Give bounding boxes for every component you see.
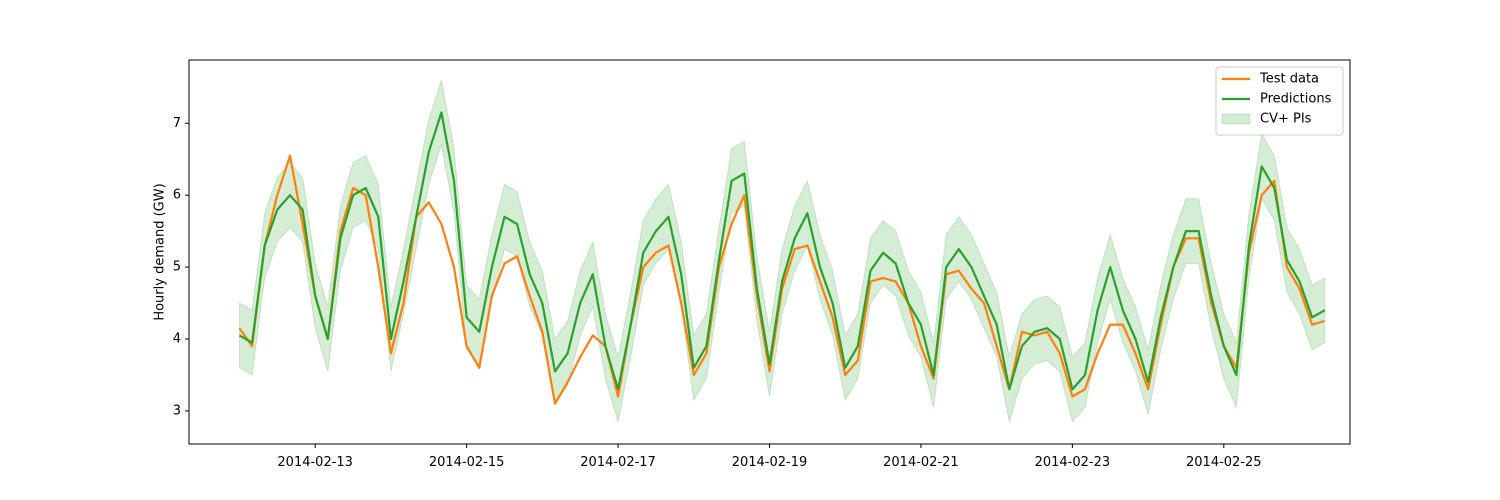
x-tick-label: 2014-02-15 [429,455,505,470]
y-tick-label: 5 [173,260,181,275]
x-tick-label: 2014-02-19 [732,455,808,470]
legend-box [1215,66,1344,136]
y-tick-label: 7 [173,116,181,131]
legend-label: Test data [1259,72,1319,87]
x-tick-label: 2014-02-23 [1035,455,1111,470]
x-tick-label: 2014-02-25 [1186,455,1262,470]
y-tick-label: 3 [173,403,181,418]
y-tick-label: 6 [173,188,181,203]
series-line [238,111,1326,391]
x-tick-label: 2014-02-17 [580,455,656,470]
legend-swatch [1221,113,1251,125]
legend-label: CV+ PIs [1260,112,1312,127]
prediction-interval [239,79,1326,423]
y-tick-label: 4 [173,332,181,347]
x-tick-label: 2014-02-13 [277,455,353,470]
x-tick-label: 2014-02-21 [883,455,959,470]
legend-label: Predictions [1260,92,1332,107]
y-axis-label: Hourly demand (GW) [153,183,168,320]
